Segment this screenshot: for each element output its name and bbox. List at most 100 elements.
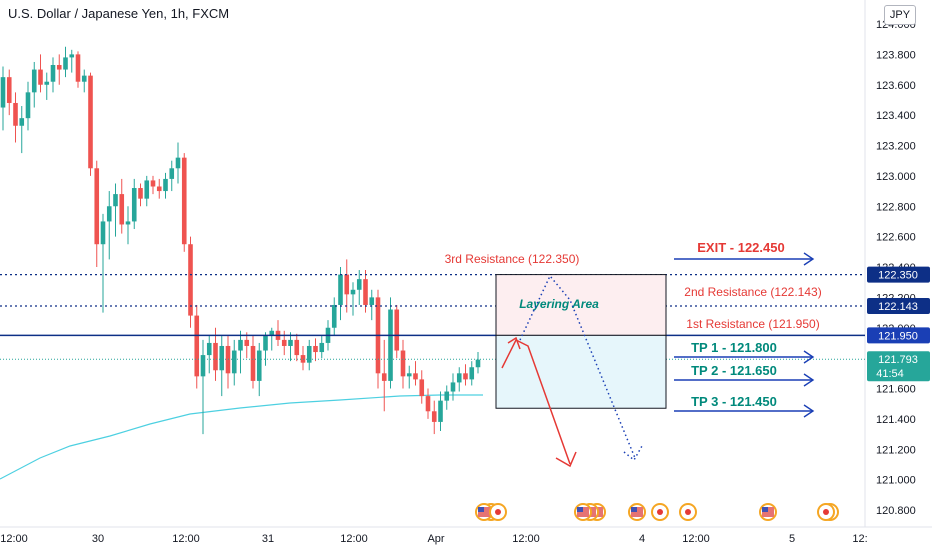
y-tick-label: 121.400 [876, 414, 916, 426]
candle-body [31, 69, 37, 93]
candle-body [13, 102, 18, 126]
y-tick-label: 123.600 [876, 80, 916, 92]
candle-body [431, 411, 437, 422]
tp3-arrow-head [803, 404, 815, 418]
tp2-arrow-head [803, 373, 815, 387]
event-jp-flag-icon [657, 509, 663, 515]
candle-body [463, 373, 468, 380]
price-label-text: 122.143 [878, 301, 918, 313]
candle-body [425, 396, 431, 412]
projection-blue-arrowhead [623, 445, 643, 462]
candle-body [131, 188, 137, 222]
y-tick-label: 122.600 [876, 232, 916, 244]
candle-body [250, 345, 256, 381]
candle-body [475, 359, 481, 368]
candle-body [269, 330, 275, 336]
tp2-label: TP 2 - 121.650 [691, 363, 777, 378]
candle-body [106, 206, 112, 222]
candle-body [119, 194, 125, 225]
candle-body [94, 168, 100, 245]
candle-body [138, 188, 143, 199]
event-us-flag-icon [478, 507, 484, 512]
price-label-badge [867, 327, 930, 344]
candle-body [363, 279, 368, 305]
candle-body [194, 315, 200, 377]
candle-body [400, 350, 406, 377]
candle-body [350, 289, 356, 295]
candle-body [200, 355, 206, 377]
projection-blue-path [519, 274, 636, 459]
layering-box-upper [495, 274, 667, 336]
price-label-badge [867, 298, 930, 315]
candle-body [56, 65, 62, 70]
candle-body [381, 373, 387, 381]
candle-body [169, 168, 175, 179]
resistance-2-label: 2nd Resistance (122.143) [684, 285, 821, 299]
price-label-text: 121.793 [878, 354, 918, 366]
candle-body [206, 342, 212, 356]
candle-body [88, 75, 93, 169]
candle-body [75, 54, 81, 82]
projection-red-arrowhead-2 [507, 336, 521, 350]
moving-average-line [0, 394, 483, 480]
exit-arrow-head [803, 252, 815, 266]
event-us-flag-icon [762, 507, 768, 512]
currency-button[interactable]: JPY [884, 5, 916, 25]
candle-body [125, 221, 131, 225]
tp1-label: TP 1 - 121.800 [691, 340, 777, 355]
candle-body [294, 339, 300, 356]
candle-body [263, 335, 268, 351]
y-tick-label: 121.000 [876, 475, 916, 487]
candle-body [0, 77, 6, 108]
price-label-countdown: 41:54 [876, 368, 904, 380]
x-tick-label: 12: [852, 533, 867, 545]
candle-body [450, 382, 456, 392]
candle-body [356, 279, 362, 290]
price-label-text: 122.350 [878, 270, 918, 282]
event-jp-flag-icon [685, 509, 691, 515]
x-tick-label: 12:00 [340, 533, 368, 545]
candle-body [181, 157, 187, 245]
y-tick-label: 122.800 [876, 201, 916, 213]
x-tick-label: 5 [789, 533, 795, 545]
candle-body [319, 342, 325, 353]
candle-body [219, 345, 225, 371]
price-label-text: 121.950 [878, 330, 918, 342]
exit-label: EXIT - 122.450 [697, 240, 784, 255]
price-label-badge [867, 266, 930, 283]
candle-body [388, 309, 393, 381]
tp3-label: TP 3 - 121.450 [691, 394, 777, 409]
candle-body [444, 391, 450, 401]
candle-body [38, 69, 43, 85]
x-tick-label: Apr [427, 533, 444, 545]
candle-body [344, 274, 350, 295]
candle-body [244, 339, 250, 346]
candle-body [156, 186, 162, 192]
tp1-arrow-head [803, 350, 815, 364]
resistance-3-label: 3rd Resistance (122.350) [445, 252, 580, 266]
projection-red-path [501, 338, 571, 465]
projection-red-arrowhead [555, 451, 577, 468]
x-tick-label: 12:00 [512, 533, 540, 545]
candle-body [50, 65, 56, 82]
candle-body [369, 297, 375, 305]
candle-body [313, 345, 318, 353]
x-tick-label: 31 [262, 533, 274, 545]
x-tick-label: 12:00 [682, 533, 710, 545]
candle-body [144, 180, 150, 199]
x-tick-label: 12:00 [172, 533, 200, 545]
y-tick-label: 123.000 [876, 171, 916, 183]
chart-title: U.S. Dollar / Japanese Yen, 1h, FXCM [8, 6, 230, 21]
y-tick-label: 120.800 [876, 505, 916, 517]
event-jp-flag-icon [495, 509, 501, 515]
candle-body [288, 339, 293, 346]
candle-body [44, 81, 50, 85]
y-tick-label: 123.400 [876, 110, 916, 122]
candle-body [306, 345, 312, 363]
candle-body [413, 373, 418, 380]
x-tick-label: 4 [639, 533, 645, 545]
candle-body [419, 379, 425, 397]
event-us-flag-icon [577, 507, 583, 512]
candle-body [163, 178, 168, 192]
